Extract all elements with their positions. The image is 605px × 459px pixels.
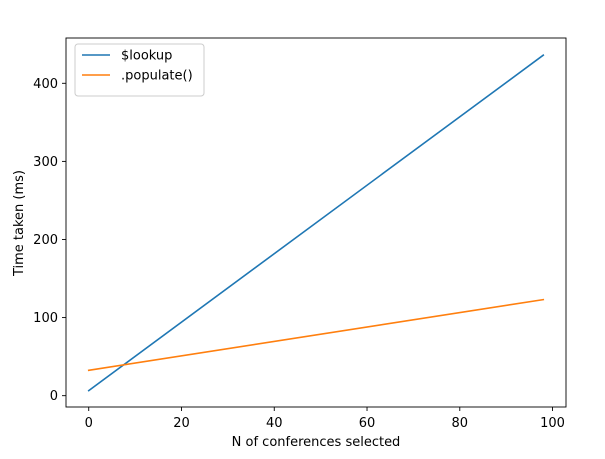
x-tick-label: 80 [452,416,469,431]
legend: $lookup .populate() [74,43,205,97]
series-layer [87,54,545,392]
x-axis-label: N of conferences selected [232,435,401,450]
axes-frame [65,37,567,408]
y-tick-label: 100 [33,311,58,326]
x-tick-label: 20 [173,416,190,431]
axes-border [65,37,567,408]
series-line-1 [87,298,545,372]
y-tick-label: 0 [50,389,58,404]
x-tick-label: 60 [359,416,376,431]
legend-label: .populate() [121,69,193,84]
y-axis: 0 100 200 300 400 [33,77,66,404]
x-tick-label: 40 [266,416,283,431]
y-tick-label: 400 [33,77,58,92]
y-tick-label: 200 [33,233,58,248]
y-axis-label: Time taken (ms) [12,170,27,277]
series-line-0 [87,54,545,392]
y-tick-label: 300 [33,155,58,170]
x-axis: 0 20 40 60 80 100 [85,407,565,431]
x-tick-label: 0 [85,416,93,431]
legend-box [74,43,205,97]
legend-label: $lookup [121,49,172,64]
x-tick-label: 100 [540,416,565,431]
